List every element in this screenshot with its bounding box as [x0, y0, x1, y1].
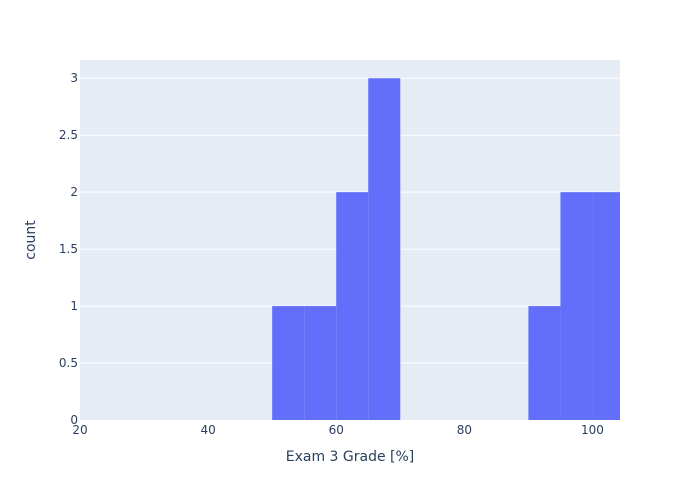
- bars: [272, 78, 620, 421]
- histogram-bar: [560, 192, 593, 420]
- y-tick-label: 0.5: [59, 356, 78, 370]
- x-tick-label: 80: [457, 423, 472, 437]
- y-tick-label: 2: [70, 185, 78, 199]
- x-tick-label: 100: [581, 423, 604, 437]
- y-axis-title: count: [23, 220, 39, 260]
- histogram-bar: [304, 306, 337, 420]
- y-tick-label: 3: [70, 71, 78, 85]
- y-axis-ticks: 0 0.5 1 1.5 2 2.5 3: [59, 71, 78, 427]
- histogram-bar: [336, 192, 369, 420]
- histogram-bar: [272, 306, 305, 420]
- y-tick-label: 1.5: [59, 242, 78, 256]
- histogram-bar: [528, 306, 561, 420]
- x-axis-ticks: 20 40 60 80 100: [72, 423, 604, 437]
- y-tick-label: 2.5: [59, 128, 78, 142]
- x-axis-title: Exam 3 Grade [%]: [286, 449, 415, 465]
- y-tick-label: 1: [70, 299, 78, 313]
- x-tick-label: 40: [200, 423, 215, 437]
- y-tick-label: 0: [70, 413, 78, 427]
- x-tick-label: 60: [329, 423, 344, 437]
- histogram-bar: [368, 78, 401, 421]
- histogram-bar: [592, 192, 620, 420]
- x-tick-label: 20: [72, 423, 87, 437]
